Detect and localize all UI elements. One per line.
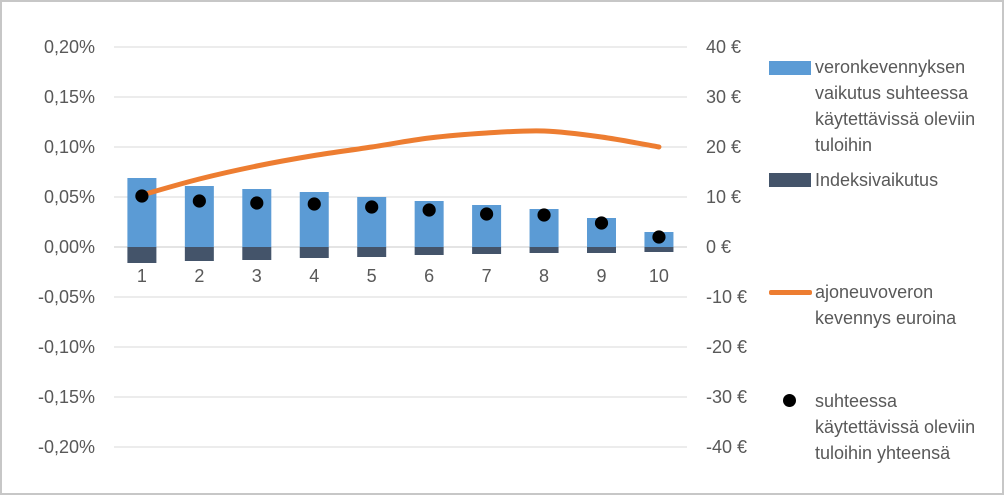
right-axis-tick: 0 €	[706, 237, 732, 257]
legend-label-indeksivaikutus: Indeksivaikutus	[815, 170, 939, 190]
bar-indeksivaikutus	[587, 247, 616, 253]
bar-indeksivaikutus	[357, 247, 387, 257]
legend-item-indeksivaikutus: Indeksivaikutus	[769, 167, 987, 193]
x-axis-tick: 6	[424, 266, 435, 286]
left-axis-tick: 0,00%	[43, 237, 95, 257]
legend-label-ajoneuvovero: ajoneuvoveron kevennys euroina	[815, 282, 957, 328]
dot-yhteensa	[250, 196, 264, 210]
bar-indeksivaikutus	[184, 247, 214, 261]
bar-indeksivaikutus	[472, 247, 502, 254]
left-axis-tick: 0,05%	[43, 187, 95, 207]
x-axis-tick: 2	[194, 266, 205, 286]
legend-label-veronkevennys: veronkevennyksen vaikutus suhteessa käyt…	[815, 57, 976, 155]
bar-indeksivaikutus	[414, 247, 444, 255]
x-axis-tick: 9	[596, 266, 607, 286]
bar-indeksivaikutus	[644, 247, 674, 252]
dark-bar-swatch-icon	[769, 173, 811, 187]
right-axis-tick: -30 €	[706, 387, 748, 407]
orange-line-swatch-icon	[769, 290, 812, 295]
left-axis-tick: -0,15%	[37, 387, 95, 407]
bar-indeksivaikutus	[529, 247, 559, 253]
left-axis-tick: 0,10%	[43, 137, 95, 157]
dot-yhteensa	[307, 197, 321, 211]
x-axis-tick: 4	[309, 266, 320, 286]
bar-indeksivaikutus	[299, 247, 329, 258]
right-axis-tick: -10 €	[706, 287, 748, 307]
legend-item-ajoneuvovero: ajoneuvoveron kevennys euroina	[769, 279, 987, 331]
bar-indeksivaikutus	[242, 247, 272, 260]
right-axis-tick: 30 €	[706, 87, 742, 107]
dot-yhteensa	[594, 216, 609, 230]
line-ajoneuvovero	[139, 128, 662, 198]
legend-label-yhteensa: suhteessa käytettävissä oleviin tuloihin…	[815, 391, 976, 463]
legend-item-yhteensa: suhteessa käytettävissä oleviin tuloihin…	[769, 388, 987, 466]
left-axis-tick: -0,05%	[37, 287, 95, 307]
right-axis-tick: 40 €	[706, 37, 742, 57]
dot-yhteensa	[192, 194, 206, 208]
dot-yhteensa	[480, 207, 494, 221]
dot-yhteensa	[365, 200, 379, 214]
right-axis-tick: -20 €	[706, 337, 748, 357]
dot-yhteensa	[422, 203, 436, 217]
blue-bar-swatch-icon	[769, 61, 811, 75]
dot-yhteensa	[652, 230, 666, 244]
x-axis-tick: 5	[366, 266, 377, 286]
x-axis-tick: 7	[481, 266, 492, 286]
dot-yhteensa	[537, 208, 551, 222]
black-dot-swatch-icon	[783, 394, 796, 407]
legend-item-veronkevennys: veronkevennyksen vaikutus suhteessa käyt…	[769, 54, 987, 158]
left-axis-tick: 0,15%	[43, 87, 95, 107]
x-axis-tick: 1	[136, 266, 147, 286]
left-axis-tick: -0,10%	[37, 337, 95, 357]
bar-veronkevennys	[127, 178, 157, 247]
left-axis-tick: 0,20%	[43, 37, 95, 57]
dot-yhteensa	[135, 189, 149, 203]
x-axis-tick: 3	[251, 266, 262, 286]
right-axis-tick: 20 €	[706, 137, 742, 157]
left-axis-tick: -0,20%	[37, 437, 95, 457]
right-axis-tick: 10 €	[706, 187, 742, 207]
bar-indeksivaikutus	[127, 247, 157, 263]
x-axis-tick: 10	[648, 266, 669, 286]
x-axis-tick: 8	[539, 266, 550, 286]
right-axis-tick: -40 €	[706, 437, 748, 457]
